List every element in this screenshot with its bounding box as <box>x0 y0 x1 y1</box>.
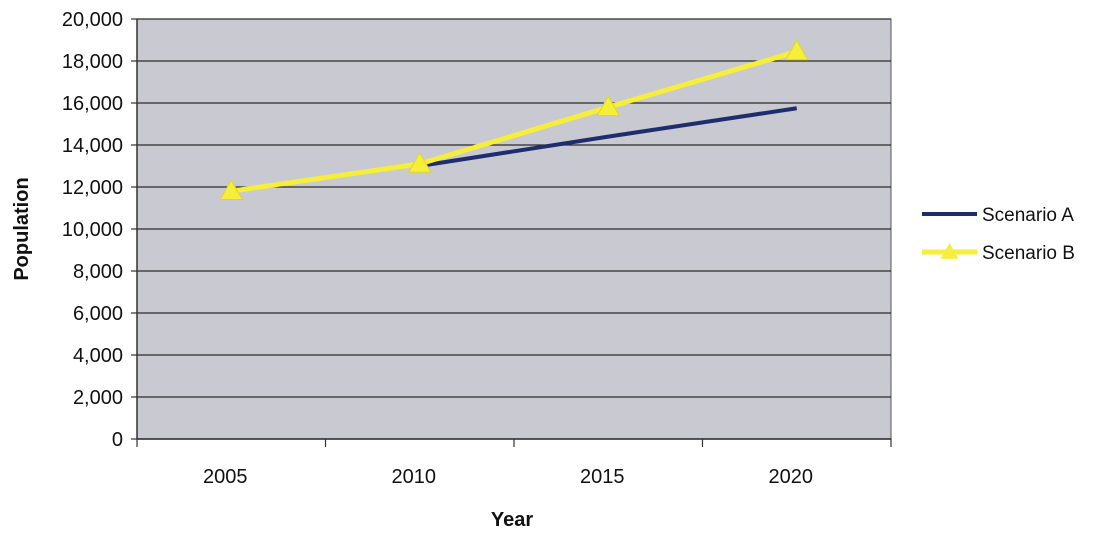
y-tick-label: 14,000 <box>62 135 123 157</box>
data-point-marker <box>596 95 621 116</box>
series-scenario-a <box>419 106 798 168</box>
x-axis-title: Year <box>491 509 533 531</box>
y-tick-label: 10,000 <box>62 219 123 241</box>
series-line <box>419 106 798 168</box>
legend-item: Scenario A <box>922 205 1074 226</box>
y-tick-label: 0 <box>112 429 123 451</box>
y-tick-label: 2,000 <box>73 387 123 409</box>
y-tick-label: 16,000 <box>62 93 123 115</box>
series <box>219 39 809 200</box>
series-line <box>230 49 798 194</box>
legend: Scenario A Scenario B <box>922 205 1075 264</box>
x-tick-label: 2010 <box>392 466 437 488</box>
x-tick-label: 2015 <box>580 466 625 488</box>
legend-marker <box>940 243 959 259</box>
y-tick-label: 20,000 <box>62 9 123 31</box>
legend-label: Scenario B <box>982 243 1075 264</box>
y-tick-label: 12,000 <box>62 177 123 199</box>
x-tick-labels: 2005 2010 2015 2020 <box>203 466 813 488</box>
series-scenario-b <box>219 39 809 200</box>
legend-item: Scenario B <box>922 243 1075 264</box>
y-axis-title: Population <box>11 177 33 280</box>
legend-label: Scenario A <box>982 205 1074 226</box>
data-point-marker <box>407 151 432 173</box>
y-tick-label: 18,000 <box>62 51 123 73</box>
y-tick-label: 8,000 <box>73 261 123 283</box>
data-point-marker <box>784 39 809 61</box>
x-tick-label: 2020 <box>769 466 814 488</box>
y-tick-labels: 0 2,000 4,000 6,000 8,000 10,000 12,000 14,000 1… <box>62 9 123 451</box>
axes <box>131 18 892 447</box>
y-tick-label: 4,000 <box>73 345 123 367</box>
data-point-marker <box>219 179 244 200</box>
y-tick-label: 6,000 <box>73 303 123 325</box>
x-tick-label: 2005 <box>203 466 248 488</box>
